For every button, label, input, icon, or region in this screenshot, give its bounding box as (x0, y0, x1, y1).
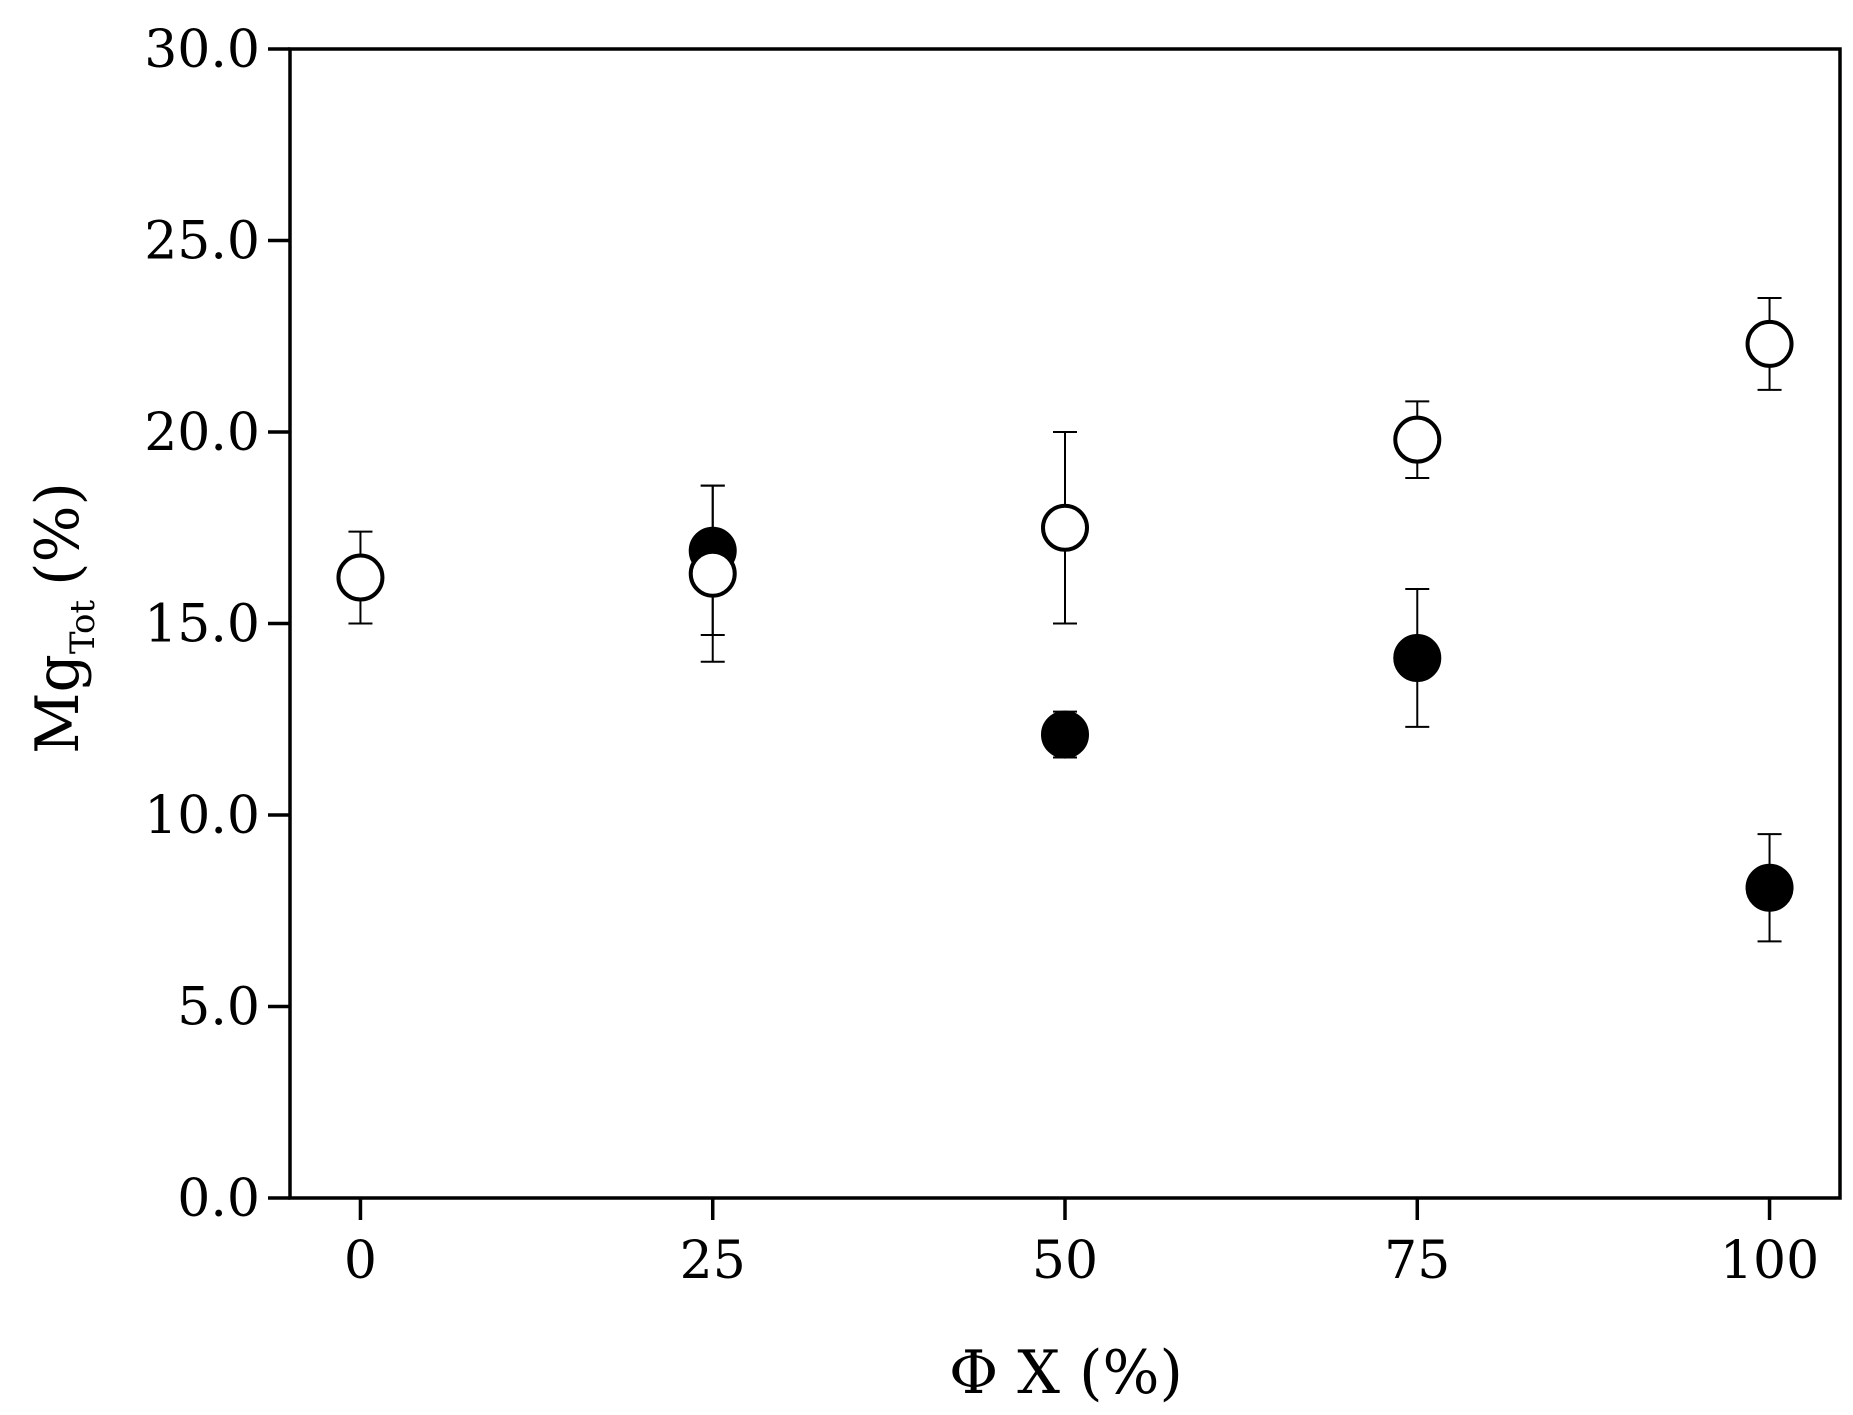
y-tick-label: 5.0 (177, 978, 260, 1038)
y-axis-title-main: Mg (23, 654, 93, 754)
x-tick-label: 75 (1384, 1231, 1450, 1291)
filled-circle-point (1393, 633, 1442, 682)
y-tick-label: 0.0 (177, 1169, 260, 1229)
data-points (336, 319, 1794, 912)
tick-labels: 0.0 5.0 10.0 15.0 20.0 25.0 30.0 0 25 50 75 100 (144, 20, 1819, 1291)
y-tick-label: 10.0 (144, 786, 260, 846)
y-tick-label: 30.0 (144, 20, 260, 80)
open-circle-point (1745, 319, 1794, 368)
y-axis-title-subscript: Tot (63, 600, 103, 655)
y-axis-title: MgTot (%) (23, 482, 103, 754)
y-tick-label: 25.0 (144, 212, 260, 272)
filled-circle-point (1041, 710, 1089, 759)
filled-circle-point (1745, 863, 1794, 912)
y-axis-title-unit: (%) (23, 482, 93, 586)
svg-text:MgTot(%): MgTot (%) (23, 482, 103, 754)
x-tick-label: 100 (1720, 1231, 1819, 1291)
x-tick-label: 0 (344, 1231, 377, 1291)
error-bars (348, 296, 1782, 943)
x-tick-label: 50 (1032, 1231, 1098, 1291)
open-circle-point (1393, 415, 1442, 464)
open-circle-point (336, 553, 385, 602)
y-tick-label: 15.0 (144, 595, 260, 655)
open-circle-point (1041, 503, 1089, 552)
x-tick-label: 25 (680, 1231, 746, 1291)
open-circle-point (688, 549, 737, 598)
axes (268, 47, 1842, 1220)
y-tick-label: 20.0 (144, 403, 260, 463)
x-axis-title: Φ X (%) (949, 1338, 1183, 1408)
